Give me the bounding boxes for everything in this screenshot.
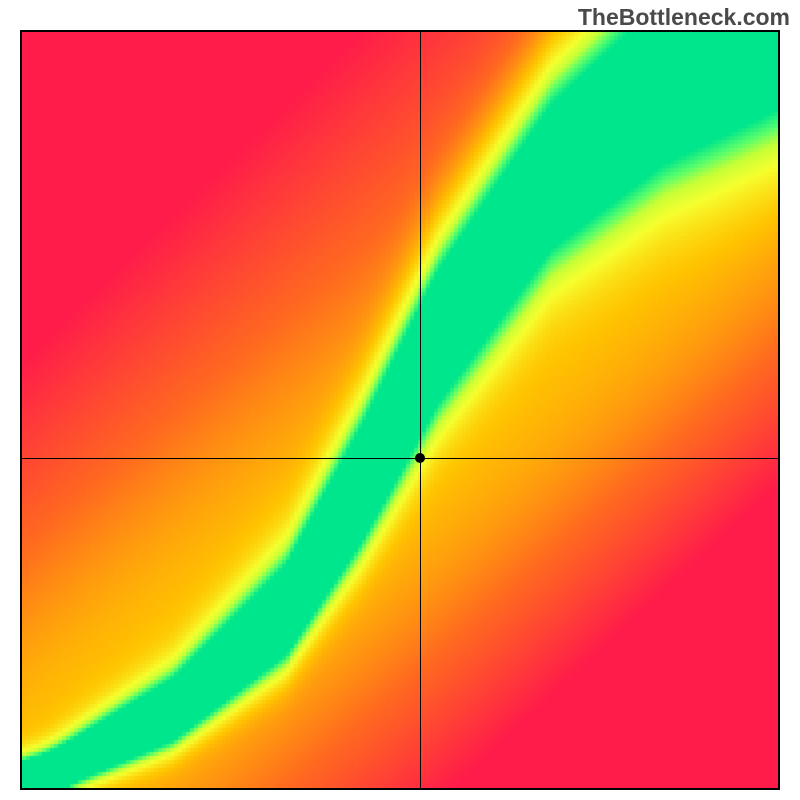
watermark-text: TheBottleneck.com	[578, 4, 790, 31]
chart-container: TheBottleneck.com	[0, 0, 800, 800]
heatmap-canvas	[22, 32, 778, 788]
plot-area	[20, 30, 780, 790]
